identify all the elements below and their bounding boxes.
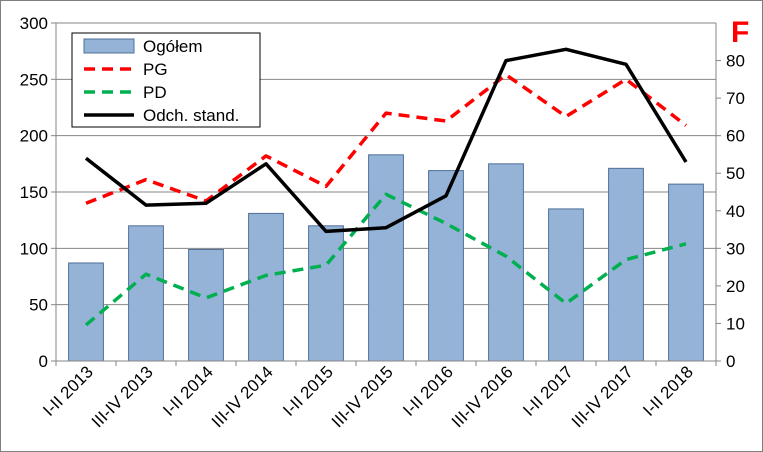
legend-label: PG (143, 60, 168, 79)
bar-series (68, 154, 704, 362)
bar (608, 167, 644, 362)
series-line (85, 73, 688, 205)
bar (548, 208, 584, 362)
left-tick-label: 0 (39, 352, 48, 371)
right-tick-label: 30 (726, 239, 745, 258)
bar (248, 212, 284, 362)
right-axis-title: F (731, 16, 749, 49)
right-tick-label: 50 (726, 164, 745, 183)
legend-label: Odch. stand. (143, 106, 239, 125)
right-tick-label: 80 (726, 52, 745, 71)
series-line (84, 47, 688, 234)
right-axis-ticks: 0 10 20 30 40 50 60 70 80 (716, 52, 745, 371)
left-tick-label: 50 (29, 296, 48, 315)
bar (488, 163, 524, 362)
line-series (84, 47, 688, 327)
right-tick-label: 70 (726, 89, 745, 108)
bar (668, 183, 704, 362)
legend: Ogółem PG PD Odch. stand. (71, 32, 261, 128)
bar (428, 170, 464, 362)
right-tick-label: 0 (726, 352, 735, 371)
right-tick-label: 10 (726, 314, 745, 333)
series-line (84, 192, 687, 327)
legend-label: PD (143, 83, 167, 102)
right-tick-label: 40 (726, 202, 745, 221)
legend-swatch (83, 38, 135, 54)
left-axis-ticks: 0 50 100 150 200 250 300 (20, 14, 56, 371)
left-tick-label: 200 (20, 127, 48, 146)
left-tick-label: 100 (20, 239, 48, 258)
bar (368, 154, 404, 362)
right-tick-label: 20 (726, 277, 745, 296)
bar (188, 248, 224, 362)
left-tick-label: 150 (20, 183, 48, 202)
bar (308, 225, 344, 362)
right-tick-label: 60 (726, 127, 745, 146)
legend-label: Ogółem (143, 37, 203, 56)
bar (68, 262, 104, 362)
bar (128, 225, 164, 362)
left-tick-label: 300 (20, 14, 48, 33)
left-tick-label: 250 (20, 70, 48, 89)
